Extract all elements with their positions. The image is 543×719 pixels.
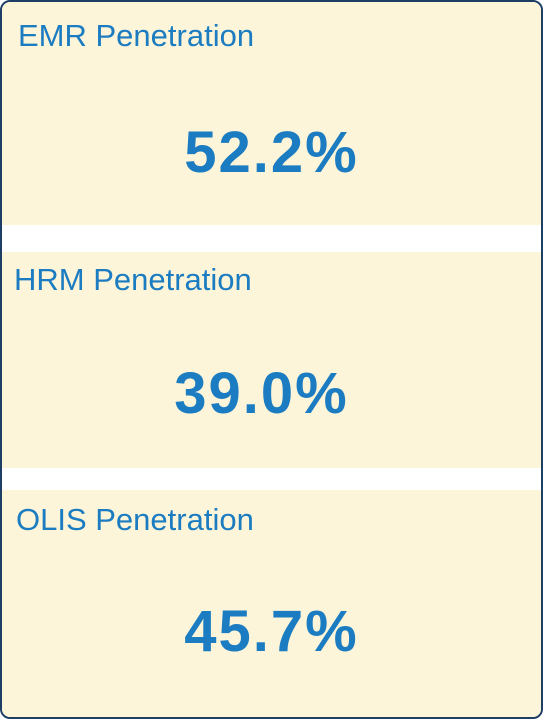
kpi-label: HRM Penetration [14, 262, 252, 297]
kpi-card: HRM Penetration 39.0% [2, 252, 541, 468]
kpi-card: EMR Penetration 52.2% [2, 2, 541, 225]
kpi-value: 45.7% [184, 599, 359, 664]
kpi-value: 39.0% [174, 361, 349, 426]
kpi-value: 52.2% [184, 120, 359, 185]
kpi-label: OLIS Penetration [16, 502, 254, 537]
kpi-card: OLIS Penetration 45.7% [2, 490, 541, 717]
kpi-label: EMR Penetration [18, 18, 255, 53]
